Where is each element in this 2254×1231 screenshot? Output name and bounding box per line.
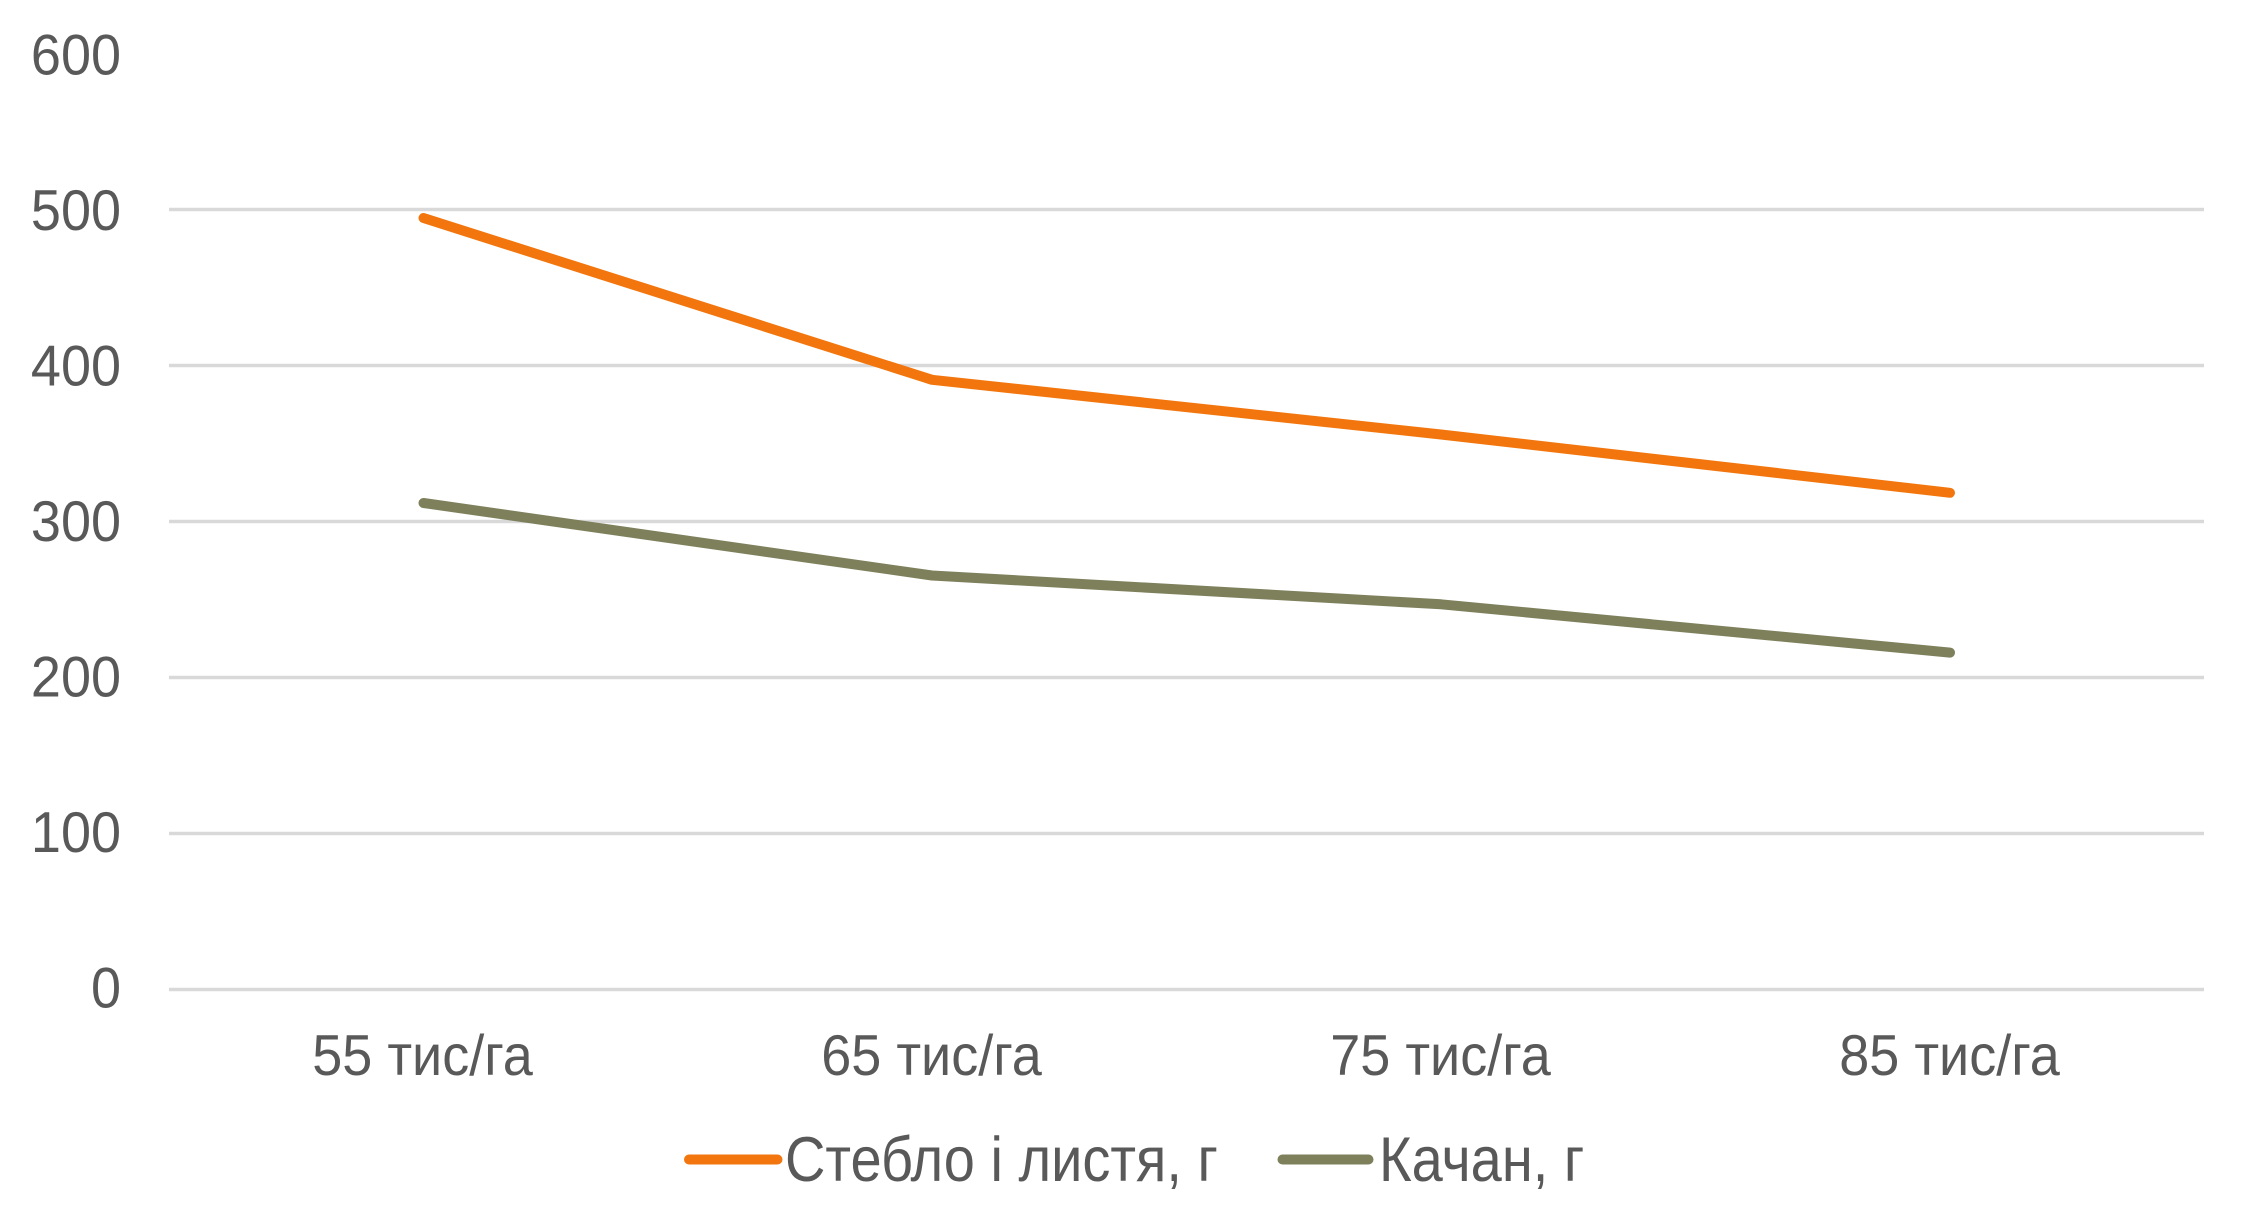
- svg-text:600: 600: [31, 22, 121, 87]
- svg-text:300: 300: [31, 488, 121, 553]
- svg-text:100: 100: [31, 799, 121, 864]
- svg-text:75 тис/га: 75 тис/га: [1330, 1022, 1551, 1087]
- svg-text:200: 200: [31, 644, 121, 709]
- svg-text:400: 400: [31, 333, 121, 398]
- svg-text:55 тис/га: 55 тис/га: [312, 1022, 533, 1087]
- svg-text:Стебло і листя, г: Стебло і листя, г: [785, 1124, 1218, 1195]
- svg-text:65 тис/га: 65 тис/га: [821, 1022, 1042, 1087]
- svg-text:85 тис/га: 85 тис/га: [1839, 1022, 2060, 1087]
- svg-text:500: 500: [31, 177, 121, 242]
- svg-text:0: 0: [91, 955, 121, 1020]
- svg-text:Качан, г: Качан, г: [1379, 1124, 1584, 1195]
